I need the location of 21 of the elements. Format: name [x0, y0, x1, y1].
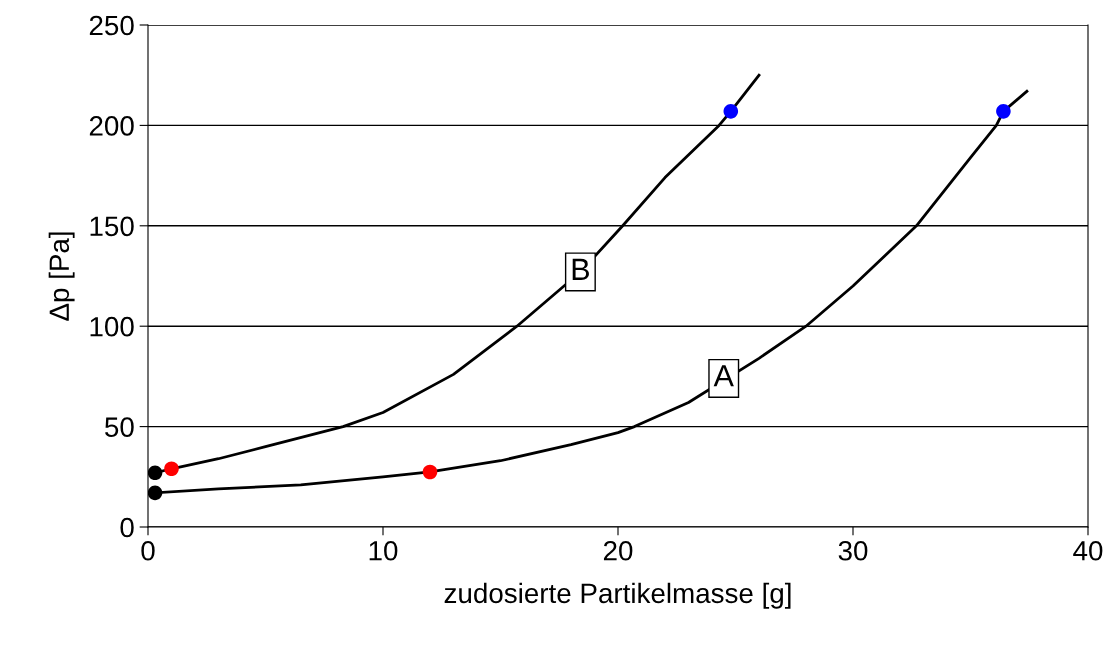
- x-tick-label: 20: [603, 540, 633, 561]
- y-tick-label: 100: [90, 316, 134, 337]
- annotation: A: [713, 365, 734, 387]
- y-tick-label: 250: [89, 15, 134, 36]
- x-tick-label: 10: [369, 540, 398, 561]
- annotation: B: [572, 258, 589, 280]
- point: [422, 464, 438, 480]
- x-axis-title: zudosierte Partikelmasse [g]: [444, 582, 791, 609]
- point: [148, 485, 163, 501]
- y-tick-label: 200: [89, 116, 134, 136]
- point: [148, 465, 163, 481]
- x-tick-label: 0: [141, 540, 155, 561]
- point: [996, 104, 1011, 119]
- y-tick-label: 0: [120, 517, 134, 538]
- y-tick-label: 50: [105, 417, 134, 437]
- x-tick-label: 30: [838, 540, 868, 561]
- point: [723, 104, 739, 119]
- y-axis-title: Δp [Pa]: [48, 232, 75, 321]
- y-tick-label: 150: [90, 216, 134, 237]
- point: [164, 461, 179, 477]
- x-tick-label: 40: [1073, 540, 1103, 561]
